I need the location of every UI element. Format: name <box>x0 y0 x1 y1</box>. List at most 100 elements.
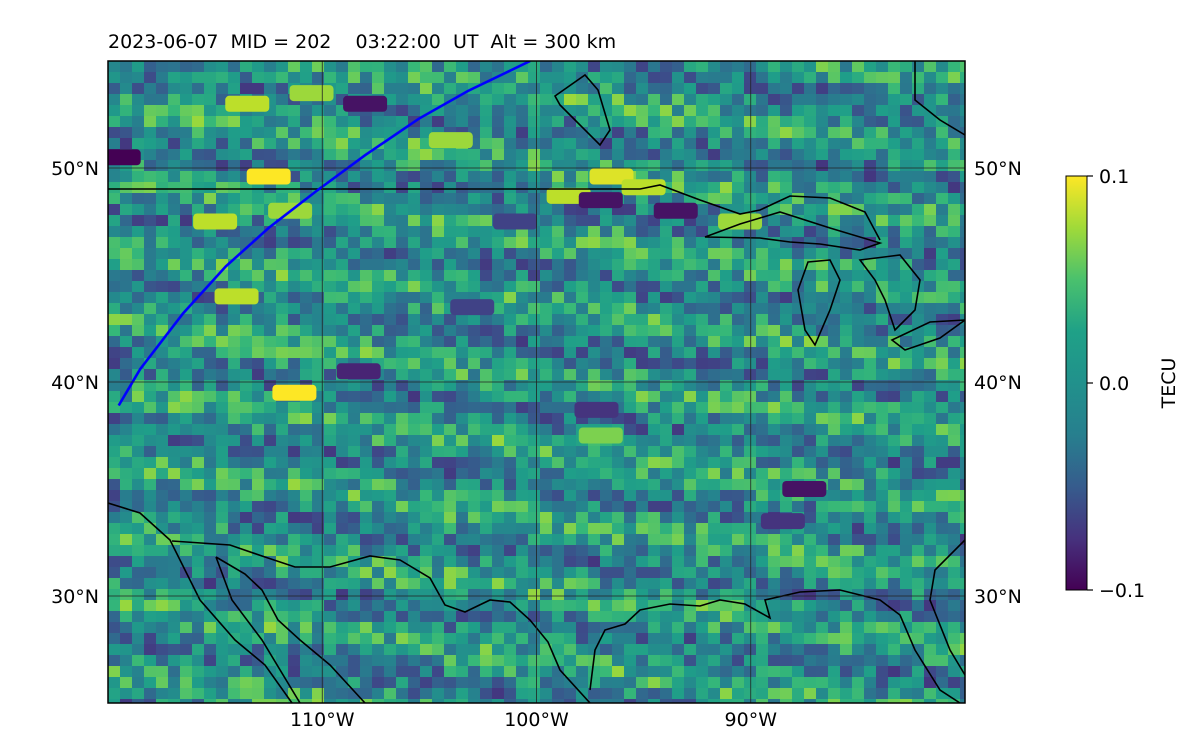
tec-cell <box>132 358 145 370</box>
tec-cell <box>924 611 937 623</box>
tec-cell <box>264 138 277 150</box>
tec-cell <box>624 336 637 348</box>
tec-cell <box>684 303 697 315</box>
tec-cell <box>156 160 169 172</box>
tec-cell <box>660 622 673 634</box>
tec-cell <box>732 358 745 370</box>
tec-cell <box>756 501 769 513</box>
tec-cell <box>504 435 517 447</box>
tec-cell <box>240 138 253 150</box>
tec-cell <box>108 457 121 469</box>
tec-cell <box>372 204 385 216</box>
tec-cell <box>552 259 565 271</box>
tec-cell <box>624 314 637 326</box>
tec-cell <box>528 567 541 579</box>
tec-cell <box>456 61 469 73</box>
tec-cell <box>756 171 769 183</box>
tec-cell <box>696 380 709 392</box>
tec-cell <box>540 83 553 95</box>
tec-cell <box>288 226 301 238</box>
tec-cell <box>720 490 733 502</box>
tec-cell <box>396 435 409 447</box>
tec-cell <box>372 567 385 579</box>
tec-cell <box>444 534 457 546</box>
tec-cell <box>840 413 853 425</box>
tec-cell <box>840 567 853 579</box>
tec-cell <box>312 446 325 458</box>
tec-cell <box>888 105 901 117</box>
tec-cell <box>396 380 409 392</box>
tec-cell <box>900 402 913 414</box>
tec-cell <box>288 666 301 678</box>
tec-cell <box>636 314 649 326</box>
tec-cell <box>120 61 133 73</box>
tec-cell <box>120 600 133 612</box>
tec-cell <box>288 149 301 161</box>
tec-cell <box>120 204 133 216</box>
tec-cell <box>816 424 829 436</box>
tec-cell <box>708 622 721 634</box>
tec-cell <box>636 380 649 392</box>
tec-cell <box>924 578 937 590</box>
tec-cell <box>780 699 793 703</box>
tec-cell <box>120 193 133 205</box>
tec-cell <box>192 281 205 293</box>
tec-cell <box>564 171 577 183</box>
tec-cell <box>756 94 769 106</box>
tec-cell <box>708 413 721 425</box>
tec-cell <box>240 501 253 513</box>
tec-cell <box>564 402 577 414</box>
tec-cell <box>492 490 505 502</box>
tec-cell <box>732 545 745 557</box>
tec-cell <box>696 501 709 513</box>
tec-cell <box>528 193 541 205</box>
tec-cell <box>624 556 637 568</box>
tec-cell <box>540 611 553 623</box>
tec-cell <box>768 160 781 172</box>
tec-cell <box>516 105 529 117</box>
tec-cell <box>540 677 553 689</box>
tec-cell <box>528 336 541 348</box>
tec-cell <box>360 226 373 238</box>
tec-cell <box>456 479 469 491</box>
tec-cell <box>792 314 805 326</box>
tec-cell <box>204 281 217 293</box>
tec-cell <box>228 523 241 535</box>
tec-cell <box>468 556 481 568</box>
tec-cell <box>936 171 949 183</box>
tec-cell <box>876 248 889 260</box>
tec-cell <box>624 490 637 502</box>
tec-cell <box>420 72 433 84</box>
tec-cell <box>672 523 685 535</box>
tec-cell <box>180 160 193 172</box>
tec-patch <box>214 288 259 305</box>
tec-cell <box>912 600 925 612</box>
tec-cell <box>420 259 433 271</box>
tec-cell <box>264 94 277 106</box>
tec-cell <box>612 61 625 73</box>
tec-cell <box>156 424 169 436</box>
tec-cell <box>312 512 325 524</box>
tec-cell <box>552 501 565 513</box>
tec-cell <box>924 94 937 106</box>
tec-cell <box>180 589 193 601</box>
tec-cell <box>636 633 649 645</box>
tec-cell <box>696 589 709 601</box>
tec-cell <box>372 655 385 667</box>
tec-cell <box>192 600 205 612</box>
tec-cell <box>384 644 397 656</box>
tec-cell <box>252 413 265 425</box>
tec-cell <box>696 138 709 150</box>
tec-cell <box>660 292 673 304</box>
tec-cell <box>144 413 157 425</box>
tec-cell <box>864 72 877 84</box>
tec-cell <box>216 644 229 656</box>
tec-cell <box>372 501 385 513</box>
tec-cell <box>828 270 841 282</box>
tec-cell <box>180 666 193 678</box>
tec-cell <box>540 688 553 700</box>
y-axis: 30°N 30°N40°N 40°N50°N 50°N <box>51 158 1022 608</box>
tec-cell <box>240 633 253 645</box>
tec-cell <box>804 138 817 150</box>
tec-cell <box>504 534 517 546</box>
